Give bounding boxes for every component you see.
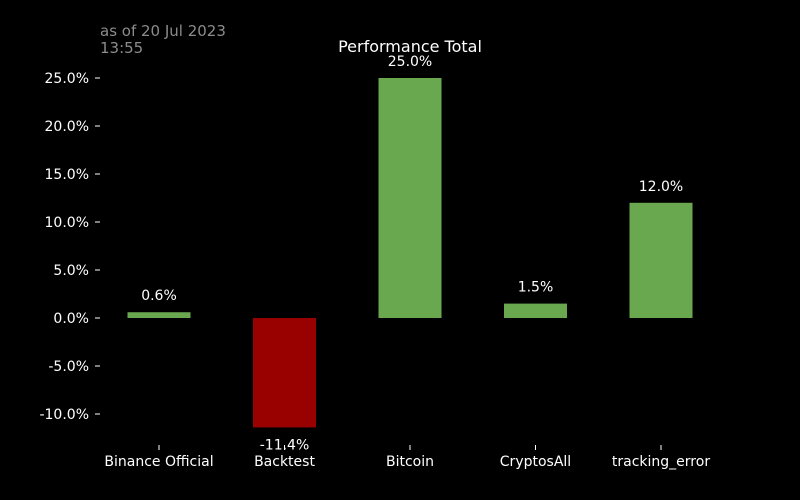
y-tick-label: -10.0% [39, 407, 89, 423]
x-tick-label: Backtest [254, 454, 315, 470]
bar-cryptosall [504, 303, 567, 318]
x-tick-label: Bitcoin [386, 454, 434, 470]
y-axis: 25.0% 20.0% 15.0% 10.0% 5.0% 0.0% -5.0% -10.0% [39, 71, 100, 423]
bar-bitcoin [378, 78, 442, 318]
y-tick-label: 25.0% [45, 71, 89, 87]
y-tick-label: -5.0% [48, 359, 89, 375]
y-tick-label: 5.0% [53, 263, 89, 279]
x-tick-label: Binance Official [104, 454, 213, 470]
bar-value-label: 1.5% [518, 280, 554, 296]
y-tick-label: 20.0% [45, 119, 89, 135]
x-tick-label: tracking_error [612, 454, 710, 470]
bar-tracking-error [629, 202, 693, 318]
x-axis: Binance Official Backtest Bitcoin CryptosAl… [104, 445, 710, 470]
bar-value-label: 12.0% [639, 179, 683, 195]
chart-title: Performance Total [338, 37, 482, 56]
y-tick-label: 15.0% [45, 167, 89, 183]
timestamp-date: as of 20 Jul 2023 [100, 22, 226, 40]
bar-value-label: 0.6% [141, 288, 177, 304]
x-tick-label: CryptosAll [500, 454, 571, 470]
y-tick-label: 10.0% [45, 215, 89, 231]
y-tick-label: 0.0% [53, 311, 89, 327]
bar-backtest [253, 318, 316, 428]
timestamp-time: 13:55 [100, 39, 143, 57]
bar-value-label: 25.0% [388, 54, 432, 70]
bar-binance-official [127, 312, 191, 318]
bar-group: 0.6%-11.4%25.0%1.5%12.0% [127, 54, 693, 453]
